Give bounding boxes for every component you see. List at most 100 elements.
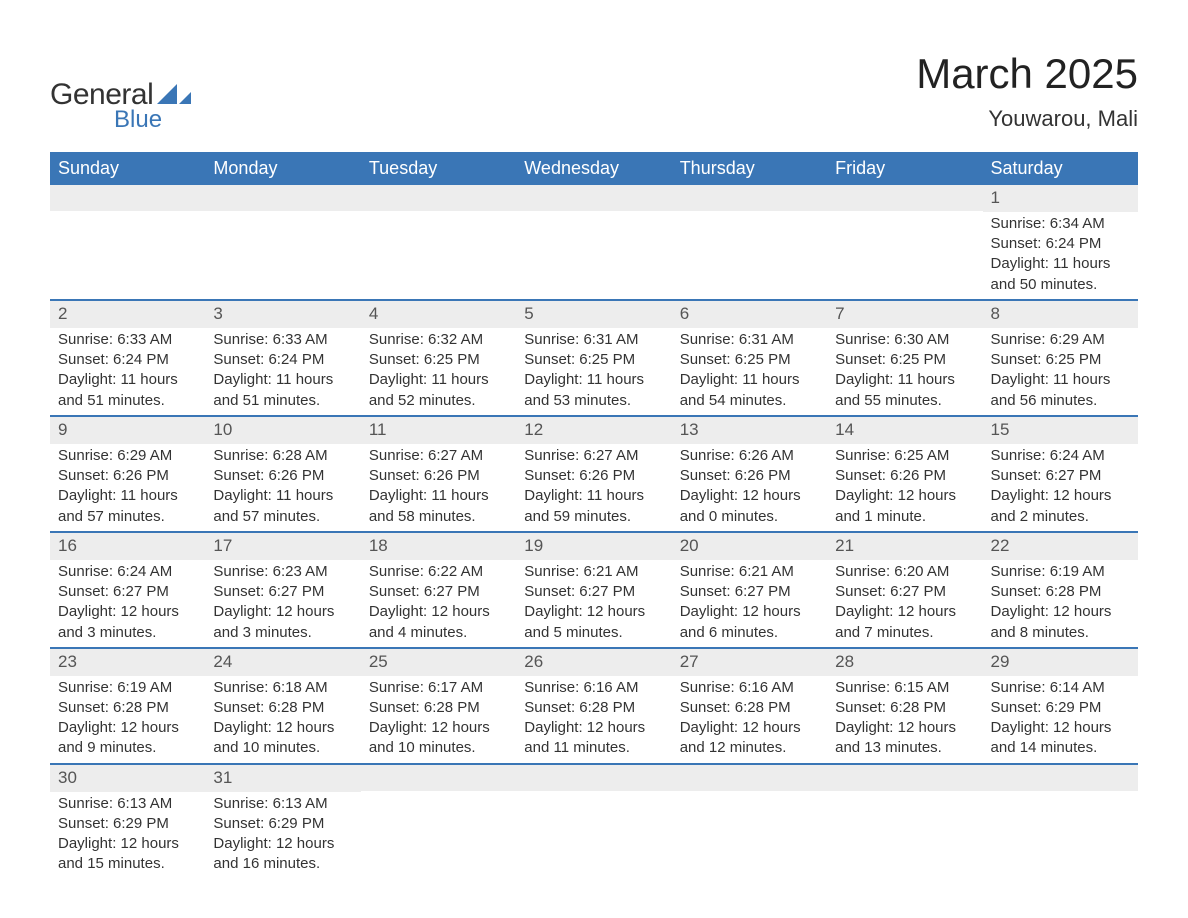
sunset-text: Sunset: 6:29 PM [991, 698, 1130, 718]
empty-day-bar [827, 765, 982, 791]
day-cell: 6Sunrise: 6:31 AMSunset: 6:25 PMDaylight… [672, 300, 827, 416]
daylight-line1: Daylight: 12 hours [213, 718, 352, 738]
calendar-table: Sunday Monday Tuesday Wednesday Thursday… [50, 152, 1138, 879]
day-number: 25 [361, 649, 516, 676]
daylight-line2: and 59 minutes. [524, 507, 663, 527]
daylight-line1: Daylight: 12 hours [58, 602, 197, 622]
sunrise-text: Sunrise: 6:24 AM [991, 446, 1130, 466]
sunset-text: Sunset: 6:28 PM [524, 698, 663, 718]
daylight-line2: and 16 minutes. [213, 854, 352, 874]
day-cell: 22Sunrise: 6:19 AMSunset: 6:28 PMDayligh… [983, 532, 1138, 648]
day-cell: 19Sunrise: 6:21 AMSunset: 6:27 PMDayligh… [516, 532, 671, 648]
day-number: 16 [50, 533, 205, 560]
title-block: March 2025 Youwarou, Mali [916, 50, 1138, 132]
sunset-text: Sunset: 6:26 PM [524, 466, 663, 486]
daylight-line1: Daylight: 11 hours [369, 486, 508, 506]
sunset-text: Sunset: 6:25 PM [524, 350, 663, 370]
daylight-line2: and 53 minutes. [524, 391, 663, 411]
sunrise-text: Sunrise: 6:23 AM [213, 562, 352, 582]
sunrise-text: Sunrise: 6:16 AM [524, 678, 663, 698]
day-number: 3 [205, 301, 360, 328]
day-cell: 11Sunrise: 6:27 AMSunset: 6:26 PMDayligh… [361, 416, 516, 532]
day-cell [672, 185, 827, 300]
sunrise-text: Sunrise: 6:19 AM [58, 678, 197, 698]
sunset-text: Sunset: 6:28 PM [835, 698, 974, 718]
sunset-text: Sunset: 6:25 PM [680, 350, 819, 370]
day-details: Sunrise: 6:23 AMSunset: 6:27 PMDaylight:… [205, 560, 360, 647]
day-cell: 17Sunrise: 6:23 AMSunset: 6:27 PMDayligh… [205, 532, 360, 648]
day-number: 10 [205, 417, 360, 444]
daylight-line1: Daylight: 12 hours [213, 834, 352, 854]
daylight-line2: and 52 minutes. [369, 391, 508, 411]
day-cell [983, 764, 1138, 879]
day-details: Sunrise: 6:21 AMSunset: 6:27 PMDaylight:… [672, 560, 827, 647]
daylight-line2: and 5 minutes. [524, 623, 663, 643]
sunrise-text: Sunrise: 6:31 AM [680, 330, 819, 350]
day-number: 28 [827, 649, 982, 676]
sunset-text: Sunset: 6:28 PM [58, 698, 197, 718]
weekday-header: Friday [827, 152, 982, 185]
day-number: 8 [983, 301, 1138, 328]
day-cell: 25Sunrise: 6:17 AMSunset: 6:28 PMDayligh… [361, 648, 516, 764]
daylight-line2: and 57 minutes. [213, 507, 352, 527]
day-cell: 18Sunrise: 6:22 AMSunset: 6:27 PMDayligh… [361, 532, 516, 648]
sunrise-text: Sunrise: 6:19 AM [991, 562, 1130, 582]
day-number: 21 [827, 533, 982, 560]
day-number: 18 [361, 533, 516, 560]
daylight-line1: Daylight: 11 hours [213, 370, 352, 390]
sunset-text: Sunset: 6:26 PM [680, 466, 819, 486]
daylight-line2: and 11 minutes. [524, 738, 663, 758]
day-number: 24 [205, 649, 360, 676]
day-details: Sunrise: 6:16 AMSunset: 6:28 PMDaylight:… [672, 676, 827, 763]
day-cell: 24Sunrise: 6:18 AMSunset: 6:28 PMDayligh… [205, 648, 360, 764]
daylight-line2: and 50 minutes. [991, 275, 1130, 295]
day-details: Sunrise: 6:29 AMSunset: 6:25 PMDaylight:… [983, 328, 1138, 415]
day-cell [516, 185, 671, 300]
empty-day-bar [516, 185, 671, 211]
day-cell [827, 185, 982, 300]
daylight-line1: Daylight: 12 hours [991, 486, 1130, 506]
day-details: Sunrise: 6:21 AMSunset: 6:27 PMDaylight:… [516, 560, 671, 647]
sunset-text: Sunset: 6:28 PM [680, 698, 819, 718]
week-row: 30Sunrise: 6:13 AMSunset: 6:29 PMDayligh… [50, 764, 1138, 879]
day-details: Sunrise: 6:19 AMSunset: 6:28 PMDaylight:… [50, 676, 205, 763]
sunset-text: Sunset: 6:25 PM [369, 350, 508, 370]
empty-day-bar [827, 185, 982, 211]
day-cell: 23Sunrise: 6:19 AMSunset: 6:28 PMDayligh… [50, 648, 205, 764]
day-cell: 5Sunrise: 6:31 AMSunset: 6:25 PMDaylight… [516, 300, 671, 416]
day-cell: 12Sunrise: 6:27 AMSunset: 6:26 PMDayligh… [516, 416, 671, 532]
sunrise-text: Sunrise: 6:18 AM [213, 678, 352, 698]
brand-logo: General Blue [50, 50, 191, 134]
sunrise-text: Sunrise: 6:31 AM [524, 330, 663, 350]
sunrise-text: Sunrise: 6:33 AM [58, 330, 197, 350]
daylight-line1: Daylight: 11 hours [524, 370, 663, 390]
daylight-line1: Daylight: 12 hours [213, 602, 352, 622]
day-number: 26 [516, 649, 671, 676]
daylight-line2: and 57 minutes. [58, 507, 197, 527]
day-details: Sunrise: 6:24 AMSunset: 6:27 PMDaylight:… [983, 444, 1138, 531]
sunrise-text: Sunrise: 6:14 AM [991, 678, 1130, 698]
day-cell [205, 185, 360, 300]
daylight-line1: Daylight: 12 hours [524, 718, 663, 738]
empty-day-bar [672, 765, 827, 791]
daylight-line2: and 8 minutes. [991, 623, 1130, 643]
day-details: Sunrise: 6:17 AMSunset: 6:28 PMDaylight:… [361, 676, 516, 763]
day-number: 31 [205, 765, 360, 792]
sunrise-text: Sunrise: 6:24 AM [58, 562, 197, 582]
sunrise-text: Sunrise: 6:28 AM [213, 446, 352, 466]
daylight-line2: and 14 minutes. [991, 738, 1130, 758]
sunrise-text: Sunrise: 6:16 AM [680, 678, 819, 698]
daylight-line1: Daylight: 12 hours [835, 602, 974, 622]
daylight-line2: and 10 minutes. [213, 738, 352, 758]
day-cell: 27Sunrise: 6:16 AMSunset: 6:28 PMDayligh… [672, 648, 827, 764]
day-cell: 9Sunrise: 6:29 AMSunset: 6:26 PMDaylight… [50, 416, 205, 532]
sunset-text: Sunset: 6:27 PM [58, 582, 197, 602]
daylight-line1: Daylight: 12 hours [835, 486, 974, 506]
day-cell: 29Sunrise: 6:14 AMSunset: 6:29 PMDayligh… [983, 648, 1138, 764]
daylight-line1: Daylight: 11 hours [680, 370, 819, 390]
day-details: Sunrise: 6:13 AMSunset: 6:29 PMDaylight:… [50, 792, 205, 879]
empty-day-bar [361, 185, 516, 211]
sunset-text: Sunset: 6:27 PM [369, 582, 508, 602]
sunset-text: Sunset: 6:26 PM [213, 466, 352, 486]
sunrise-text: Sunrise: 6:25 AM [835, 446, 974, 466]
